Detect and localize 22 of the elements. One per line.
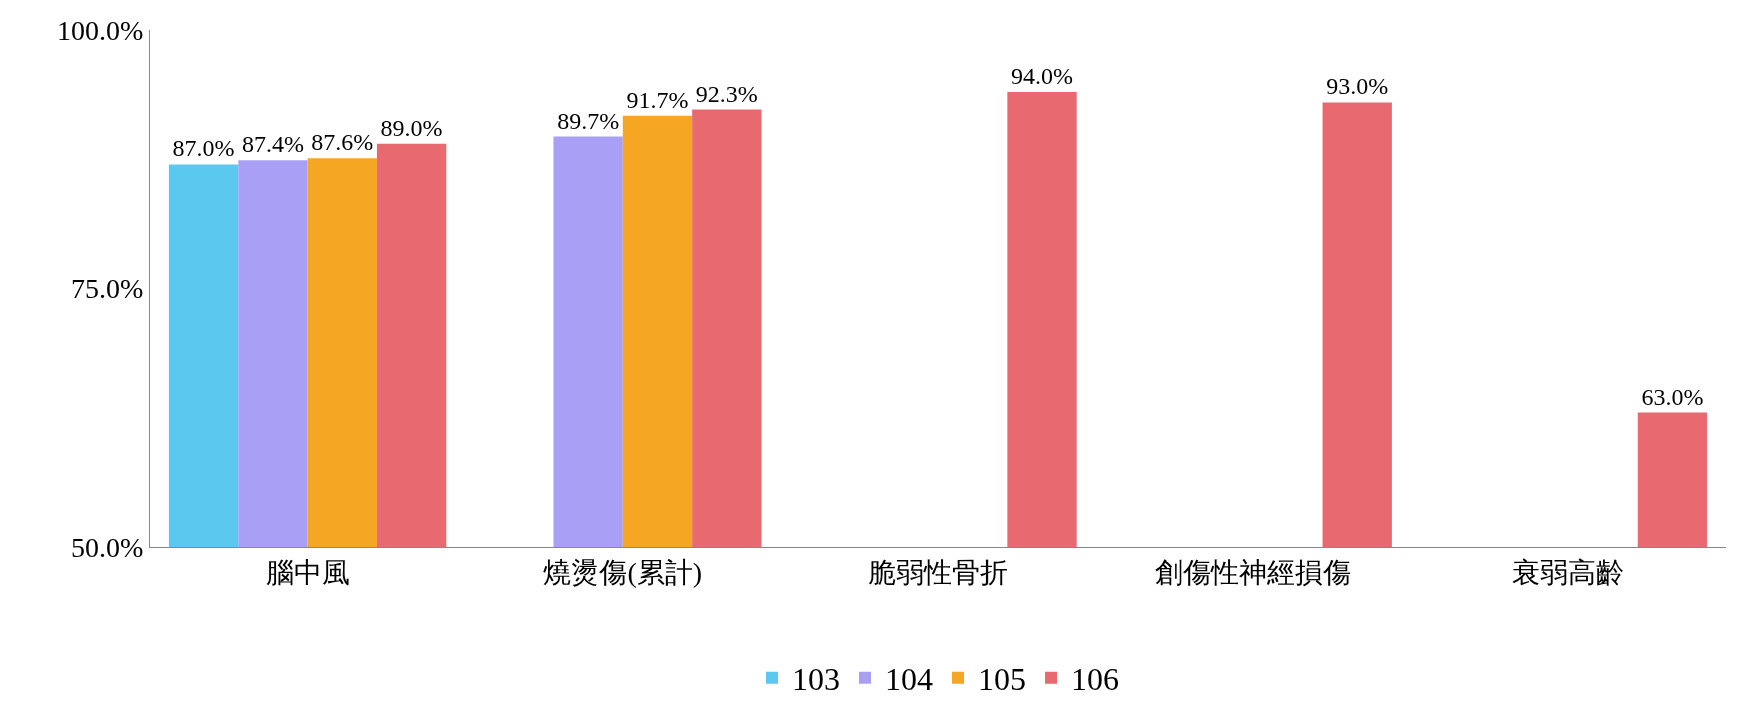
legend-label: 105	[978, 661, 1026, 698]
legend-label: 104	[885, 661, 933, 698]
x-tick-label: 衰弱高齡	[1512, 556, 1625, 588]
y-tick-label: 75.0%	[71, 273, 144, 305]
x-tick-label: 腦中風	[265, 556, 350, 588]
x-tick-label: 創傷性神經損傷	[1155, 556, 1352, 588]
legend-label: 103	[792, 661, 840, 698]
data-label: 87.6%	[311, 129, 374, 156]
legend-label: 106	[1071, 661, 1119, 698]
data-label: 91.7%	[626, 86, 689, 113]
y-tick-label: 50.0%	[71, 531, 144, 563]
y-tick-label: 100.0%	[57, 14, 144, 46]
data-label: 92.3%	[695, 80, 758, 107]
x-tick-label: 燒燙傷(累計)	[543, 556, 703, 588]
data-label: 63.0%	[1641, 383, 1704, 410]
data-label: 87.0%	[172, 135, 235, 162]
x-tick-label: 脆弱性骨折	[868, 556, 1008, 588]
data-label: 89.0%	[380, 114, 443, 141]
data-label: 94.0%	[1011, 63, 1074, 90]
data-label: 89.7%	[557, 107, 620, 134]
data-label: 87.4%	[241, 131, 304, 158]
data-label: 93.0%	[1326, 73, 1389, 100]
